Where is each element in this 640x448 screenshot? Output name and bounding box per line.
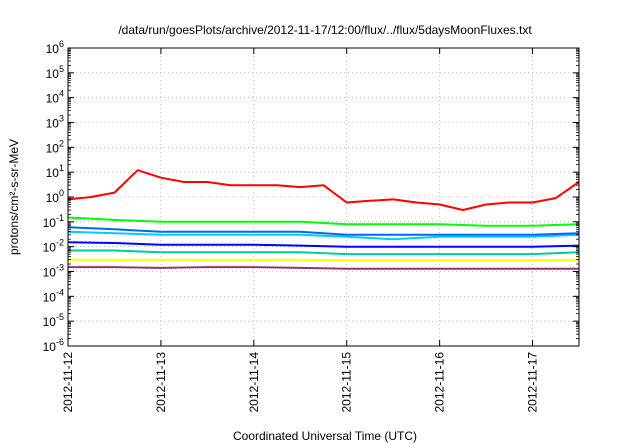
y-tick-labels: 106 105 104 103 102 101 100 10-1 10-2 10-3 10-4 10-… xyxy=(43,39,64,354)
series-line-5 xyxy=(67,241,580,248)
y-tick-label: 103 xyxy=(46,114,64,131)
chart-title: /data/run/goesPlots/archive/2012-11-17/1… xyxy=(118,23,532,37)
y-tick-label: 105 xyxy=(46,64,64,81)
y-tick-label: 106 xyxy=(46,39,64,56)
x-tick-label: 2012-11-14 xyxy=(247,352,261,413)
series-line-6 xyxy=(68,249,580,256)
x-tick-label: 2012-11-15 xyxy=(340,352,354,413)
series-line-8 xyxy=(68,266,579,270)
y-tick-label: 104 xyxy=(46,89,64,106)
y-axis-label: protons/cm²-s-sr-MeV xyxy=(7,139,21,255)
y-tick-label: 10-1 xyxy=(43,213,64,230)
series-group xyxy=(67,169,580,270)
grid xyxy=(68,48,579,346)
series-line-2 xyxy=(67,216,580,227)
ticks xyxy=(67,47,579,347)
x-tick-label: 2012-11-16 xyxy=(433,352,447,413)
y-tick-label: 100 xyxy=(46,188,64,205)
x-tick-label: 2012-11-13 xyxy=(154,352,168,413)
y-tick-label: 10-4 xyxy=(43,287,64,304)
y-tick-label: 10-5 xyxy=(43,312,64,329)
y-tick-label: 10-2 xyxy=(43,238,64,255)
series-line-3 xyxy=(67,230,580,241)
y-tick-label: 10-3 xyxy=(43,263,64,280)
x-tick-label: 2012-11-17 xyxy=(526,352,540,413)
series-line-7 xyxy=(68,258,580,262)
x-axis-label: Coordinated Universal Time (UTC) xyxy=(233,429,417,443)
series-line-4 xyxy=(67,226,580,236)
y-tick-label: 101 xyxy=(46,163,64,180)
series-line-1 xyxy=(67,169,580,211)
y-tick-label: 10-6 xyxy=(43,337,64,354)
x-tick-labels: 2012-11-12 2012-11-13 2012-11-14 2012-11-15… xyxy=(61,352,540,413)
y-tick-label: 102 xyxy=(46,138,64,155)
x-tick-label: 2012-11-12 xyxy=(61,352,75,413)
